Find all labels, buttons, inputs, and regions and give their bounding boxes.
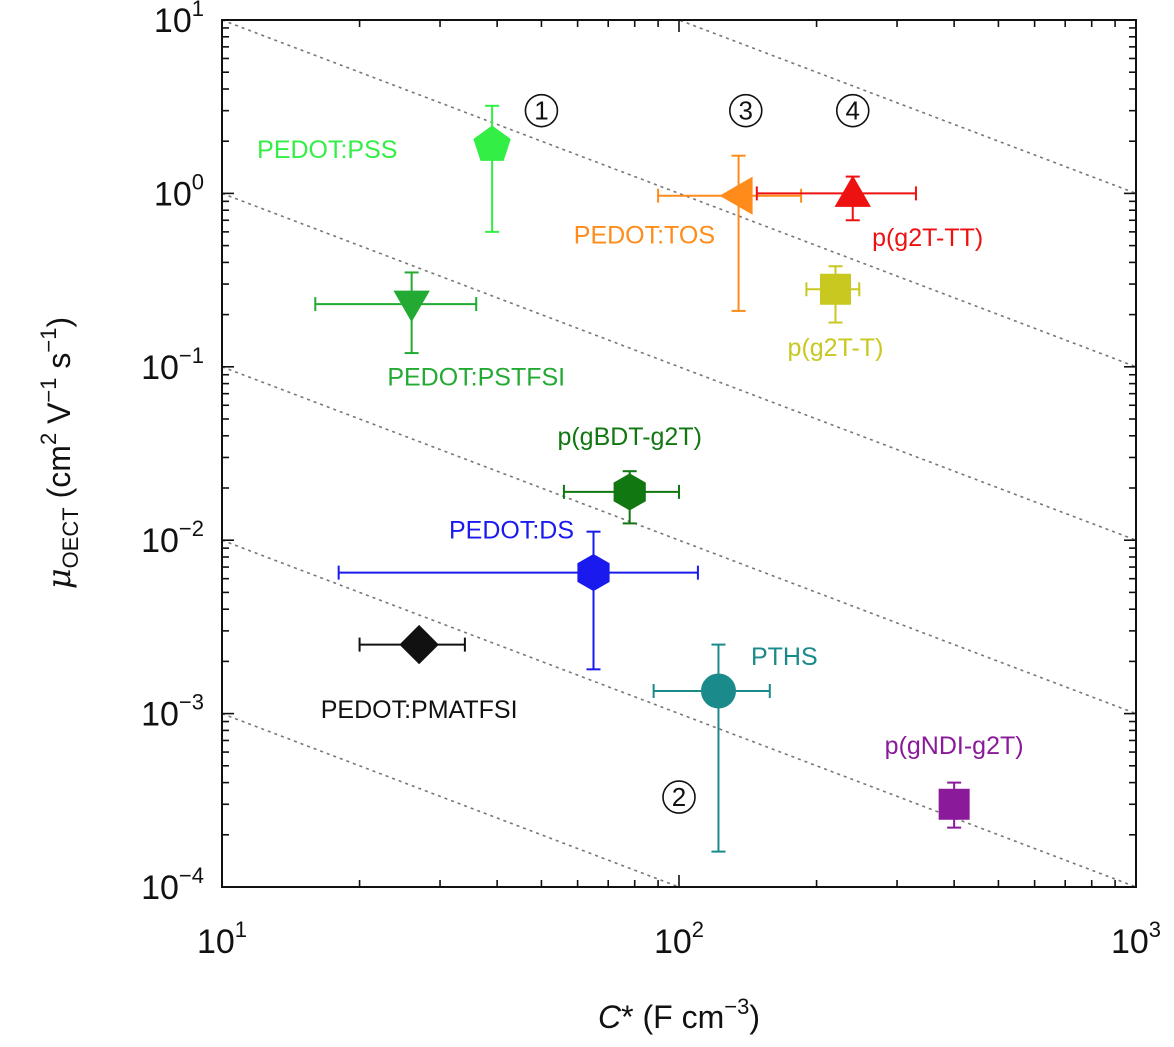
region-annotation-2: 3: [728, 93, 763, 128]
guide-line-2: [222, 539, 1136, 887]
y-tick-label: 101: [154, 0, 204, 40]
marker-triangle-up: [834, 175, 871, 207]
guide-line-4: [222, 192, 1136, 541]
series-p-gndi-g2t-: p(gNDI-g2T): [885, 732, 1024, 829]
series-pedot-pmatfsi: PEDOT:PMATFSI: [321, 624, 518, 724]
x-tick-label: 103: [1111, 917, 1161, 961]
series-p-g2t-tt-: p(g2T-TT): [755, 175, 983, 252]
guide-line-5: [222, 20, 1136, 368]
marker-circle: [700, 673, 736, 709]
region-annotation-4: 2: [662, 780, 696, 814]
x-axis-label: C* (F cm−3): [598, 994, 760, 1035]
point-label: PEDOT:PSTFSI: [387, 363, 565, 391]
marker-square: [819, 273, 851, 305]
y-tick-label: 10−3: [141, 690, 204, 734]
series-pedot-pss: PEDOT:PSS: [257, 104, 511, 233]
region-annotation-label: 4: [846, 96, 860, 126]
region-annotations: 1 3 4 2: [524, 93, 870, 814]
marker-pentagon: [473, 125, 511, 161]
region-annotation-label: 1: [534, 96, 548, 126]
svg-text:μOECT (cm2 V−1 s−1): μOECT (cm2 V−1 s−1): [36, 317, 83, 589]
point-label: p(gNDI-g2T): [885, 732, 1024, 760]
marker-square: [938, 788, 970, 820]
region-annotation-label: 3: [739, 96, 753, 126]
series-pths: PTHS: [652, 643, 818, 853]
plot-frame: [221, 19, 1137, 888]
x-tick-label: 101: [197, 917, 247, 961]
series-pedot-pstfsi: PEDOT:PSTFSI: [314, 271, 565, 391]
marker-diamond: [399, 624, 439, 665]
guide-line-3: [222, 366, 1136, 715]
tick-labels: 101 102 103 101 100 10−1 10−2 10−3 10−4: [141, 0, 1161, 961]
point-label: p(g2T-T): [788, 334, 884, 362]
y-tick-label: 10−4: [141, 863, 204, 907]
region-annotation-1: 1: [524, 93, 559, 128]
point-label: p(g2T-TT): [872, 224, 983, 252]
guide-line-1: [222, 712, 682, 887]
point-label: PEDOT:PSS: [257, 136, 397, 164]
region-annotation-3: 4: [835, 93, 870, 128]
series-pedot-tos: PEDOT:TOS: [574, 154, 803, 312]
series-p-g2t-t-: p(g2T-T): [788, 265, 884, 362]
x-tick-label: 102: [654, 917, 704, 961]
guide-line-6: [676, 20, 1136, 195]
y-tick-label: 10−2: [141, 516, 204, 560]
series-p-gbdt-g2t-: p(gBDT-g2T): [557, 423, 702, 525]
y-tick-label: 100: [154, 169, 204, 213]
point-label: PTHS: [751, 643, 818, 671]
point-label: PEDOT:DS: [449, 517, 574, 545]
point-label: p(gBDT-g2T): [557, 423, 701, 451]
point-label: PEDOT:PMATFSI: [321, 696, 518, 724]
marker-triangle-left: [719, 176, 753, 215]
point-label: PEDOT:TOS: [574, 221, 715, 249]
marker-triangle-down: [393, 290, 430, 323]
marker-hexagon: [613, 473, 646, 511]
y-tick-label: 10−1: [141, 343, 204, 387]
guide-lines: [222, 20, 1136, 887]
series-pedot-ds: PEDOT:DS: [337, 517, 699, 671]
marker-hexagon: [577, 554, 610, 592]
region-annotation-label: 2: [672, 782, 686, 812]
y-axis-label: μOECT (cm2 V−1 s−1): [36, 317, 83, 589]
data-points: PEDOT:PSS PEDOT:TOS p(g2T-TT) p(g2T-T) PEDOT…: [257, 104, 1024, 853]
